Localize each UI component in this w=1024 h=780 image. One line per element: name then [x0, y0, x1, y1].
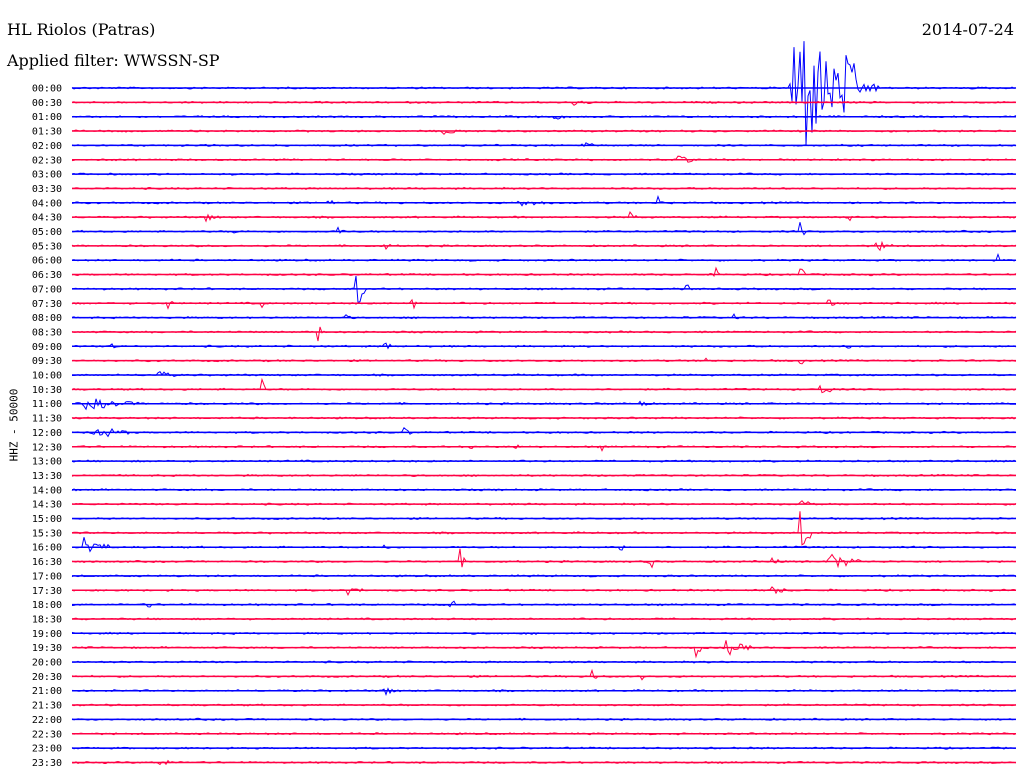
- time-label: 15:30: [32, 528, 62, 539]
- time-label: 08:30: [32, 327, 62, 338]
- seismic-trace: [71, 298, 1017, 310]
- time-label: 01:00: [32, 112, 62, 123]
- time-label: 00:00: [32, 84, 62, 95]
- time-label: 09:30: [32, 356, 62, 367]
- time-label: 10:30: [32, 385, 62, 396]
- time-label: 20:00: [32, 658, 62, 669]
- seismic-trace: [71, 511, 1017, 546]
- station-title: HL Riolos (Patras): [7, 20, 156, 39]
- filter-label: Applied filter: WWSSN-SP: [7, 51, 220, 70]
- time-label: 17:30: [32, 586, 62, 597]
- time-label: 18:00: [32, 600, 62, 611]
- seismic-trace: [71, 640, 1016, 659]
- time-label: 16:30: [32, 557, 62, 568]
- time-label: 19:00: [32, 629, 62, 640]
- time-label: 22:00: [32, 715, 62, 726]
- time-label: 22:30: [32, 729, 62, 740]
- time-label: 11:00: [32, 399, 62, 410]
- time-label: 05:00: [32, 227, 62, 238]
- time-label: 07:00: [32, 284, 62, 295]
- time-label: 06:30: [32, 270, 62, 281]
- time-label: 21:00: [32, 686, 62, 697]
- seismic-trace: [71, 548, 1017, 569]
- time-label: 16:00: [32, 543, 62, 554]
- time-label: 05:30: [32, 241, 62, 252]
- time-label: 13:30: [32, 471, 62, 482]
- time-label: 00:30: [32, 98, 62, 109]
- seismic-trace: [71, 194, 1017, 207]
- time-label: 04:30: [32, 213, 62, 224]
- time-label: 12:30: [32, 442, 62, 453]
- time-label: 10:00: [32, 371, 62, 382]
- time-label: 09:00: [32, 342, 62, 353]
- time-label: 15:00: [32, 514, 62, 525]
- date-label: 2014-07-24: [921, 20, 1014, 39]
- seismic-trace: [71, 444, 1017, 452]
- time-label: 14:30: [32, 500, 62, 511]
- time-label: 23:00: [32, 744, 62, 755]
- time-label: 02:30: [32, 155, 62, 166]
- time-label: 12:00: [32, 428, 62, 439]
- seismic-trace: [71, 377, 1017, 394]
- time-label: 13:00: [32, 457, 62, 468]
- time-label: 03:00: [32, 170, 62, 181]
- seismic-trace: [71, 668, 1017, 681]
- time-label: 17:00: [32, 571, 62, 582]
- seismic-trace: [72, 222, 1017, 236]
- time-label: 08:00: [32, 313, 62, 324]
- time-label: 11:30: [32, 414, 62, 425]
- seismic-trace: [71, 687, 1017, 696]
- time-label: 02:00: [32, 141, 62, 152]
- time-label: 07:30: [32, 299, 62, 310]
- time-label: 23:30: [32, 758, 62, 769]
- time-label: 03:30: [32, 184, 62, 195]
- time-label: 21:30: [32, 701, 62, 712]
- time-label: 01:30: [32, 127, 62, 138]
- seismic-trace: [71, 41, 1017, 146]
- time-label: 06:00: [32, 256, 62, 267]
- time-label: 19:30: [32, 643, 62, 654]
- seismic-trace: [71, 537, 1017, 553]
- time-label: 14:00: [32, 485, 62, 496]
- time-label: 04:00: [32, 198, 62, 209]
- time-label: 18:30: [32, 614, 62, 625]
- time-label: 20:30: [32, 672, 62, 683]
- seismic-trace: [71, 326, 1017, 342]
